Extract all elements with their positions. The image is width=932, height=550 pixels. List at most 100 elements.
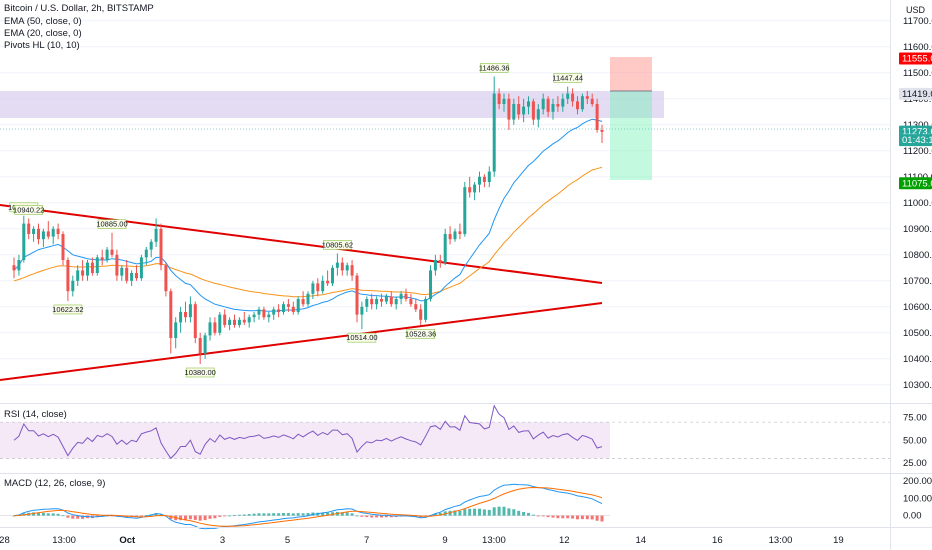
candle [414,299,418,312]
candle [125,260,129,284]
candle [541,93,545,115]
macd-histogram-bar [507,508,511,516]
candle [350,260,354,281]
y-tick-label: 10300.00 [903,380,932,391]
candle [458,223,462,240]
macd-histogram-bar [282,513,285,516]
candle-body [267,314,271,318]
candle-body [321,280,325,292]
price-tag-box [899,52,932,65]
candle-body [482,176,486,182]
candle-body [27,223,31,234]
pivot-label: 10622.52 [52,304,84,315]
macd-histogram-bar [41,512,45,516]
candle [335,253,339,276]
macd-histogram-bar [66,515,70,518]
candle-body [86,262,89,276]
macd-histogram-bar [32,512,36,516]
candle-body [120,267,124,276]
candle-body [296,299,300,312]
macd-pane: 0.00 100.00 200.00 [0,476,932,530]
macd-histogram-bar [203,515,207,521]
time-axis[interactable]: 28 13:00 Oct 3 5 7 9 13:00 12 14 16 13:00 19 [0,535,844,546]
macd-histogram-bar [561,515,565,519]
candle [404,288,408,302]
macd-tick-label: 0.00 [903,511,922,522]
legend-pivots[interactable]: Pivots HL (10, 10) [4,40,80,51]
candle [463,182,467,237]
candle [105,247,109,263]
y-tick-label: 11000.00 [903,198,932,209]
y-tick-label: 11500.00 [903,68,932,79]
macd-histogram-bar [154,513,158,516]
candle [590,93,594,107]
candle [154,218,158,247]
macd-histogram-bar [370,515,374,518]
candle [100,249,104,266]
rsi-legend[interactable]: RSI (14, close) [4,409,67,420]
candle [306,291,310,307]
y-tick-label: 10600.00 [903,302,932,313]
candle [27,218,31,240]
macd-histogram-bar [384,515,388,518]
candle [424,296,428,323]
macd-histogram-bar [360,515,364,517]
x-tick-label: 14 [636,535,647,546]
price-axis[interactable]: 10300.00 10400.00 10500.00 10600.00 10700.00… [903,16,932,391]
candle-body [164,265,168,292]
macd-histogram-bar [350,513,354,516]
rsi-tick-label: 75.00 [903,413,927,424]
macd-histogram-bar [478,508,481,516]
currency-label[interactable]: USD [906,5,926,15]
pivot-label: 10885.00 [96,219,128,229]
macd-histogram-bar [208,515,212,519]
macd-histogram-bar [213,515,217,519]
candle-body [233,319,236,325]
pivot-label: 11447.44 [552,73,583,83]
candle-body [223,314,227,325]
candle-body [51,228,55,237]
pivot-label-text: 10380.00 [185,368,216,377]
candle-body [414,304,418,310]
pivot-labels: 10950.0010622.5210885.0010940.2210380.00… [8,63,583,378]
candle-body [365,299,369,307]
macd-histogram-bar [159,514,163,516]
candle-body [463,187,467,234]
candle-body [66,260,70,292]
candle [531,98,535,125]
candle-body [527,101,530,107]
candle [595,98,599,133]
macd-histogram-bar [502,506,506,516]
candle [522,98,526,123]
candle [71,275,75,297]
candle-body [159,228,163,266]
candle [389,291,393,307]
candle [375,296,379,310]
macd-histogram-bar [301,513,305,516]
macd-legend[interactable]: MACD (12, 26, close, 9) [4,478,106,489]
pivot-label-box [347,332,377,343]
candle-body [502,98,506,104]
x-tick-label: 12 [559,535,570,546]
candle [51,226,55,245]
candle [267,312,271,323]
candle-body [531,101,535,120]
macd-histogram-bar [345,512,349,516]
macd-histogram-bar [375,515,379,518]
x-tick-label: 19 [833,535,844,546]
legend-ema-20[interactable]: EMA (20, close, 0) [4,28,82,39]
candle [37,223,40,245]
candle [115,249,119,281]
pivot-label-box [479,63,509,73]
candle [473,182,477,201]
candle-body [600,130,604,132]
macd-histogram-bar [218,515,222,517]
macd-histogram-bar [61,515,65,517]
candle-body [237,319,241,325]
candle-body [154,228,158,242]
macd-histogram-bar [551,515,555,518]
candle-body [536,109,540,120]
legend-ema-50[interactable]: EMA (50, close, 0) [4,16,82,27]
candle-body [590,98,594,104]
